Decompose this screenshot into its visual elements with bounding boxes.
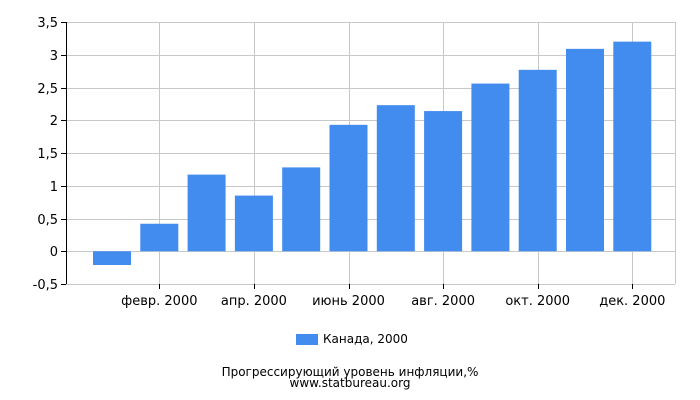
y-tick-label: 0,5 [37, 213, 58, 228]
bar-8 [424, 111, 463, 252]
y-tick-label: 1 [50, 180, 58, 195]
legend-label: Канада, 2000 [323, 332, 408, 346]
bar-12 [613, 41, 652, 252]
bar-9 [471, 83, 510, 252]
source-url: www.statbureau.org [289, 376, 411, 390]
y-tick-label: 0 [50, 245, 58, 260]
y-tick-label: 1,5 [37, 147, 58, 162]
legend: Канада, 2000 [296, 332, 408, 346]
legend-swatch [296, 333, 318, 345]
chart-title: Прогрессирующий уровень инфляции,% [221, 365, 479, 379]
x-tick-label: июнь 2000 [312, 294, 385, 309]
bar-1 [93, 251, 131, 266]
y-tick-label: 3,5 [37, 16, 58, 31]
bar-11 [566, 48, 604, 252]
tick-labels: -0,5 0 0,5 1 1,5 2 2,5 3 3,5 февр. 2000 апр. 2000 и… [33, 16, 666, 309]
x-tick-label: февр. 2000 [121, 294, 197, 309]
bar-10 [518, 69, 557, 252]
y-tick-label: 2 [50, 114, 58, 129]
bars [93, 41, 652, 266]
x-tick-label: апр. 2000 [221, 294, 287, 309]
bar-2 [140, 223, 179, 252]
x-tick-label: авг. 2000 [411, 294, 475, 309]
y-tick-label: -0,5 [33, 278, 58, 293]
axes [61, 22, 633, 289]
y-tick-label: 3 [50, 49, 58, 64]
bar-5 [282, 167, 321, 252]
x-tick-label: дек. 2000 [599, 294, 665, 309]
y-tick-label: 2,5 [37, 82, 58, 97]
bar-3 [187, 174, 226, 252]
bar-6 [329, 124, 368, 252]
x-tick-label: окт. 2000 [505, 294, 570, 309]
bar-4 [234, 195, 273, 252]
bar-7 [376, 105, 415, 252]
